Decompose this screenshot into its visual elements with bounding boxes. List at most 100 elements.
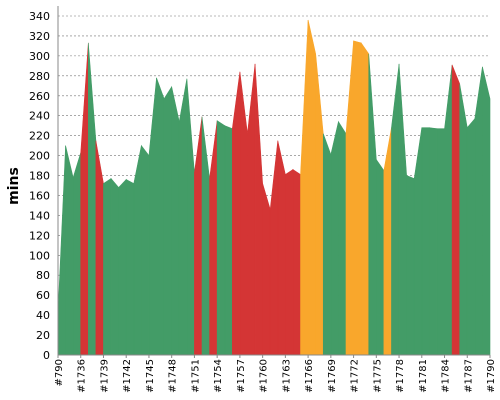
- y-tick-label: 20: [36, 329, 50, 342]
- area-segment-success: [368, 53, 377, 356]
- y-tick-label: 120: [29, 229, 50, 242]
- area-segment-failure: [194, 116, 203, 356]
- y-tick-label: 280: [29, 70, 50, 83]
- area-segment-success: [474, 66, 483, 356]
- x-tick-label: #1781: [418, 359, 429, 393]
- x-tick-label: #1739: [99, 359, 110, 393]
- area-segment-failure: [80, 42, 89, 356]
- area-segment-success: [466, 117, 476, 356]
- area-segment-failure: [292, 168, 301, 356]
- y-tick-label: 180: [29, 170, 50, 183]
- y-tick-label: 80: [36, 269, 50, 282]
- area-segment-unstable: [307, 19, 316, 356]
- area-segment-success: [118, 178, 127, 356]
- area-segment-success: [406, 175, 415, 356]
- x-tick-label: #1784: [441, 359, 452, 393]
- area-segment-success: [65, 145, 74, 356]
- y-tick-label: 320: [29, 30, 50, 43]
- x-tick-labels: #790 #1736 #1739 #1742 #1745 #1748 #1751 #1754 #…: [54, 359, 497, 393]
- area-segment-failure: [254, 63, 263, 356]
- area-segment-unstable: [383, 127, 392, 356]
- area-segment-success: [156, 77, 165, 356]
- x-tick-label: #1775: [372, 359, 383, 393]
- area-segment-unstable: [345, 40, 354, 356]
- area-segment-unstable: [360, 41, 370, 356]
- y-tick-label: 340: [29, 10, 50, 23]
- x-tick-label: #1745: [145, 359, 156, 393]
- area-segment-success: [444, 64, 453, 356]
- x-tick-label: #790: [54, 359, 65, 386]
- area-segment-failure: [232, 71, 241, 356]
- x-tick-label: #1769: [327, 359, 338, 393]
- area-segment-success: [413, 127, 423, 356]
- y-tick-label: 0: [43, 349, 50, 362]
- y-tick-label: 220: [29, 130, 50, 143]
- area-segment-failure: [451, 64, 460, 356]
- area-segment-unstable: [353, 40, 362, 356]
- x-tick-label: #1736: [77, 359, 88, 393]
- y-tick-label: 140: [29, 209, 50, 222]
- x-tick-label: #1754: [213, 359, 224, 393]
- y-tick-label: 160: [29, 189, 50, 202]
- area-segment-failure: [95, 140, 104, 356]
- area-segment-success: [110, 177, 119, 356]
- x-tick-label: #1763: [281, 359, 292, 393]
- area-segment-success: [57, 145, 66, 356]
- area-segment-success: [201, 116, 210, 356]
- x-tick-label: #1751: [190, 359, 201, 393]
- area-segment-success: [186, 78, 195, 356]
- area-segment-success: [398, 63, 407, 356]
- x-tick-label: #1760: [259, 359, 270, 393]
- area-segment-success: [163, 85, 172, 356]
- area-series: [57, 19, 491, 356]
- area-segment-success: [391, 63, 400, 356]
- area-segment-success: [141, 144, 150, 356]
- area-segment-success: [224, 125, 233, 356]
- y-tick-label: 240: [29, 110, 50, 123]
- y-tick-label: 200: [29, 150, 50, 163]
- area-segment-success: [421, 127, 430, 356]
- y-tick-label: 40: [36, 309, 50, 322]
- area-segment-unstable: [315, 53, 324, 356]
- area-segment-success: [103, 177, 112, 356]
- area-segment-success: [338, 120, 347, 356]
- x-tick-label: #1766: [304, 359, 315, 393]
- area-segment-success: [178, 78, 188, 356]
- area-segment-success: [482, 66, 491, 356]
- y-tick-label: 260: [29, 90, 50, 103]
- x-tick-label: #1790: [486, 359, 497, 393]
- area-segment-failure: [239, 71, 248, 356]
- x-tick-label: #1748: [168, 359, 179, 393]
- area-segment-success: [148, 77, 157, 356]
- area-segment-success: [216, 120, 226, 356]
- x-tick-label: #1787: [463, 359, 474, 393]
- area-segment-success: [125, 179, 135, 356]
- y-tick-label: 300: [29, 50, 50, 63]
- axes: [57, 6, 491, 358]
- x-tick-label: #1757: [236, 359, 247, 393]
- y-tick-label: 100: [29, 249, 50, 262]
- area-segment-failure: [262, 183, 271, 356]
- x-tick-label: #1778: [395, 359, 406, 393]
- y-axis-label: mins: [6, 167, 22, 205]
- area-segment-success: [436, 128, 445, 356]
- area-segment-success: [133, 145, 142, 356]
- area-segment-unstable: [300, 19, 309, 356]
- x-tick-label: #1742: [122, 359, 133, 393]
- area-segment-success: [171, 86, 180, 356]
- y-tick-labels: 0 20 40 60 80 100 120 140 160 180 200 220 240 260 280 3…: [29, 10, 50, 362]
- area-segment-success: [459, 83, 468, 356]
- area-segment-failure: [269, 140, 279, 356]
- y-tick-label: 60: [36, 289, 50, 302]
- area-segment-success: [429, 127, 438, 356]
- area-segment-success: [88, 42, 97, 356]
- area-segment-failure: [277, 140, 286, 356]
- area-segment-success: [322, 133, 332, 356]
- x-tick-label: #1772: [350, 359, 361, 393]
- area-segment-success: [330, 121, 339, 356]
- area-segment-success: [72, 152, 82, 356]
- area-segment-success: [376, 158, 385, 356]
- area-segment-failure: [247, 63, 256, 356]
- area-segment-failure: [285, 168, 294, 356]
